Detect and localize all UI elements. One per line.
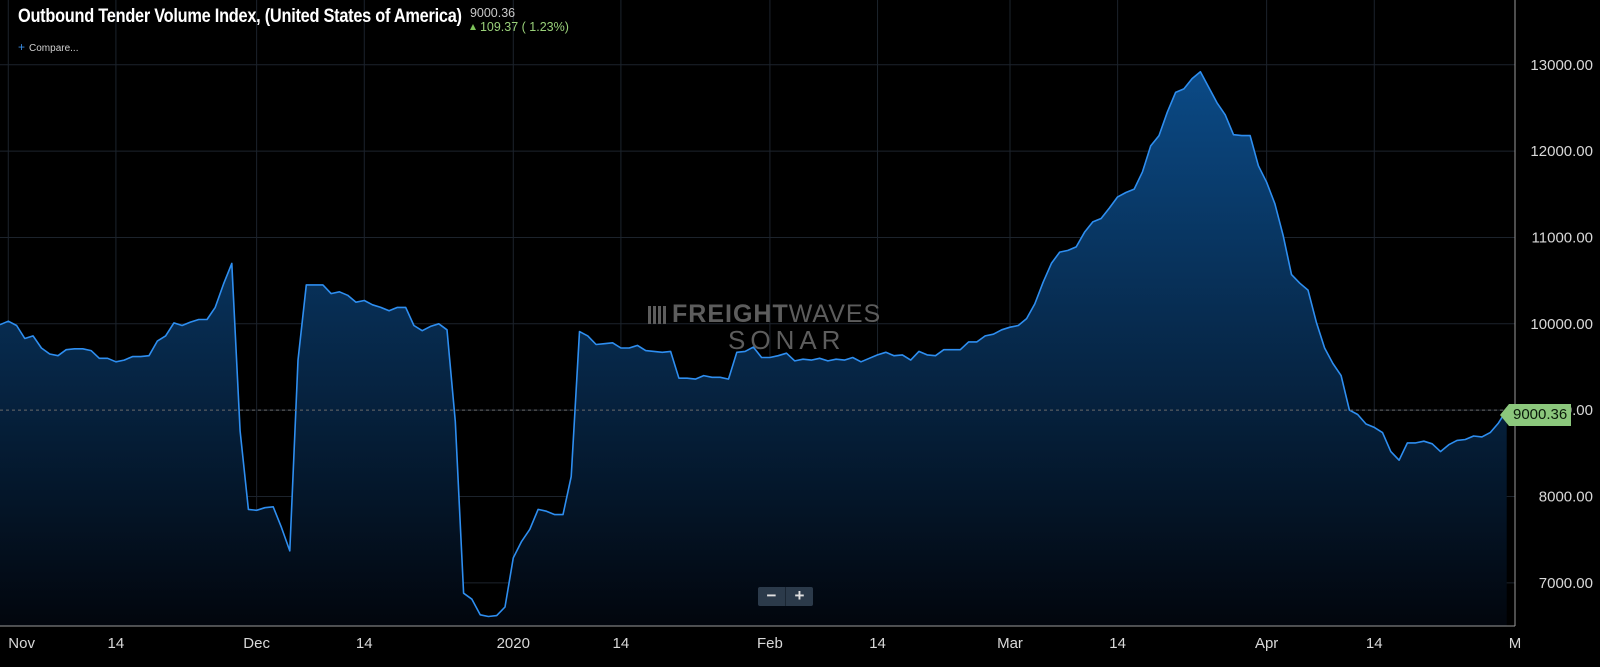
change-value: 109.37 ( 1.23%): [479, 20, 569, 34]
y-tick-label: 10000.00: [1530, 316, 1593, 333]
up-arrow-icon: [469, 24, 476, 30]
plus-icon: +: [18, 40, 26, 54]
compare-button[interactable]: + Compare...: [18, 40, 78, 54]
x-tick-label: Apr: [1255, 635, 1278, 652]
zoom-separator: [785, 587, 786, 606]
y-tick-label: 8000.00: [1539, 488, 1593, 505]
x-tick-label: Mar: [997, 635, 1023, 652]
chart-title: Outbound Tender Volume Index, (United St…: [18, 6, 462, 27]
x-tick-label: Feb: [757, 635, 783, 652]
zoom-out-button[interactable]: −: [766, 586, 777, 605]
y-tick-label: 13000.00: [1530, 57, 1593, 74]
last-price-tag: 9000.36: [1499, 404, 1572, 426]
zoom-in-button[interactable]: +: [794, 586, 805, 605]
compare-label: Compare...: [29, 43, 79, 54]
y-tick-label: 11000.00: [1532, 229, 1593, 246]
zoom-controls: − +: [758, 587, 813, 606]
x-tick-label: 2020: [497, 635, 530, 652]
x-tick-label: 14: [1109, 635, 1126, 652]
x-tick-label: 14: [1366, 635, 1383, 652]
x-tick-label: 14: [869, 635, 886, 652]
series-area: [0, 71, 1507, 626]
last-value: 9000.36: [469, 6, 516, 20]
y-tick-label: 7000.00: [1539, 575, 1593, 592]
x-tick-label: 14: [108, 635, 125, 652]
x-tick-label: 14: [356, 635, 373, 652]
quote-block: 9000.36 109.37 ( 1.23%): [469, 6, 569, 34]
chart-header: Outbound Tender Volume Index, (United St…: [18, 6, 569, 34]
series-line: [0, 70, 1508, 618]
x-tick-label: 14: [613, 635, 630, 652]
y-tick-label: 12000.00: [1530, 143, 1593, 160]
x-tick-label: Dec: [243, 635, 270, 652]
x-tick-label: M: [1509, 635, 1522, 652]
x-tick-label: Nov: [8, 635, 35, 652]
